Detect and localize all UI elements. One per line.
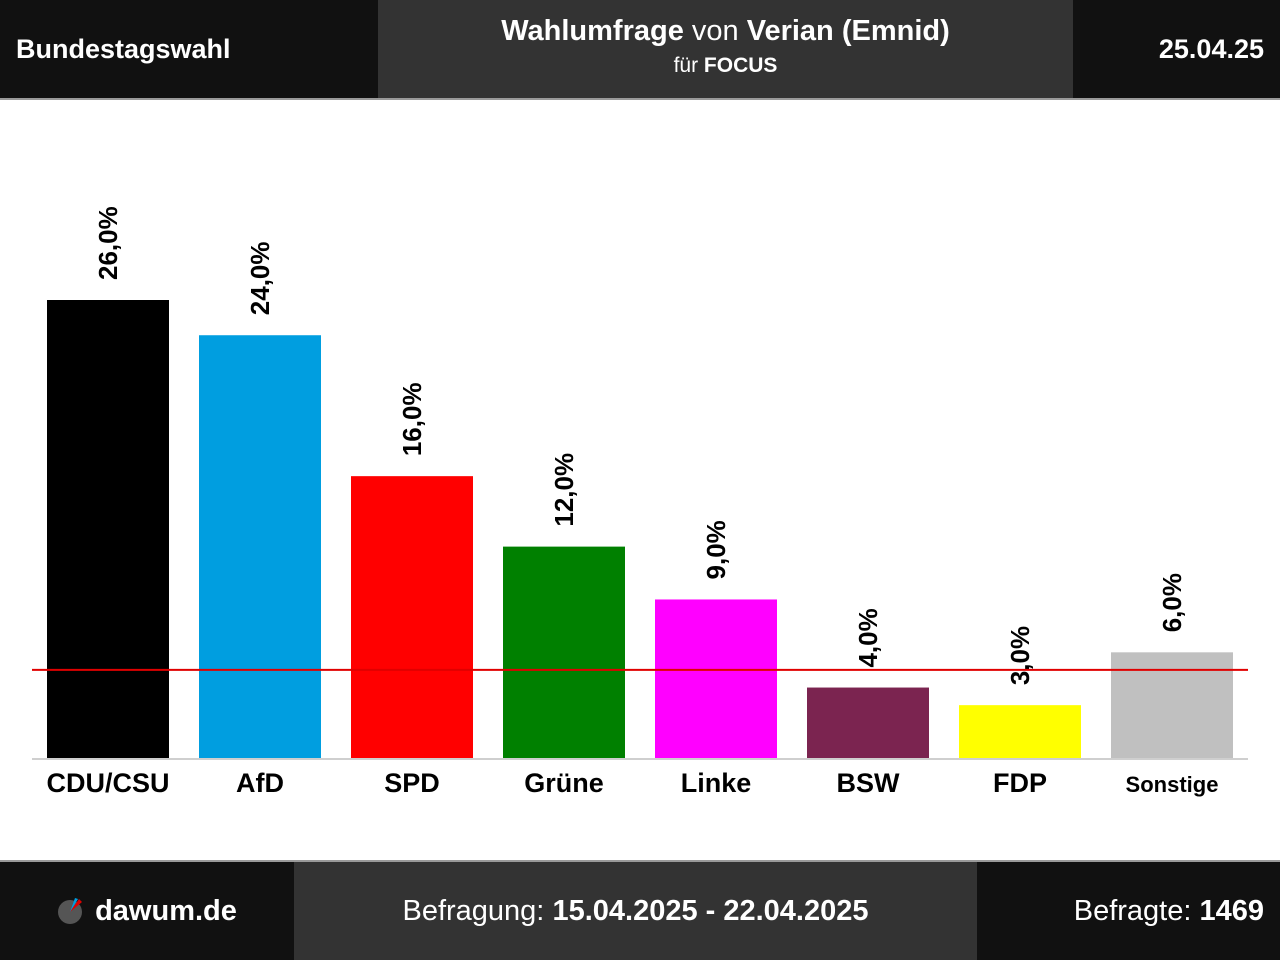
category-label-2: SPD [384,768,440,798]
value-label-6: 3,0% [1005,626,1035,685]
category-label-6: FDP [993,768,1047,798]
bar-2 [351,476,473,758]
bar-3 [503,546,625,758]
value-label-4: 9,0% [701,520,731,579]
survey-period-block: Befragung: 15.04.2025 - 22.04.2025 [294,862,977,960]
value-label-0: 26,0% [93,206,123,280]
bar-7 [1111,652,1233,758]
client-name: FOCUS [703,54,778,77]
poll-subtitle-prefix: für [673,54,704,77]
site-branding[interactable]: dawum.de [0,862,294,960]
category-label-5: BSW [837,768,901,798]
value-label-2: 16,0% [397,382,427,456]
poll-title-connector: von [683,15,747,47]
poll-title-bold: Wahlumfrage [501,15,684,47]
value-label-5: 4,0% [853,608,883,667]
chart-area: 26,0% CDU/CSU 24,0% AfD 16,0% SPD 12,0% Grüne 9,… [0,100,1280,860]
category-label-4: Linke [681,768,752,798]
bar-5 [807,687,929,758]
bar-1 [199,335,321,758]
poll-title: Wahlumfrage von Verian (Emnid) [378,15,1073,48]
publish-date: 25.04.25 [1073,0,1280,98]
respondents-value: 1469 [1199,894,1264,927]
respondents-label: Befragte: [1073,894,1200,927]
category-label-7: Sonstige [1126,772,1219,797]
header-bar: Bundestagswahl Wahlumfrage von Verian (E… [0,0,1280,100]
election-name: Bundestagswahl [0,0,378,98]
respondents-block: Befragte: 1469 [977,862,1280,960]
bar-6 [959,705,1081,758]
footer-bar: dawum.de Befragung: 15.04.2025 - 22.04.2… [0,860,1280,960]
value-label-1: 24,0% [245,241,275,315]
category-label-1: AfD [236,768,284,798]
survey-period-value: 15.04.2025 - 22.04.2025 [552,894,869,927]
category-label-3: Grüne [524,768,604,798]
value-label-7: 6,0% [1157,573,1187,632]
bar-0 [47,300,169,758]
dawum-logo-icon [58,898,83,924]
site-name: dawum.de [95,894,237,927]
category-label-0: CDU/CSU [46,768,169,798]
survey-period-label: Befragung: [402,894,553,927]
pollster-name: Verian (Emnid) [746,15,950,47]
bar-4 [655,599,777,758]
bar-chart: 26,0% CDU/CSU 24,0% AfD 16,0% SPD 12,0% Grüne 9,… [32,206,1248,798]
value-label-3: 12,0% [549,453,579,527]
poll-title-block: Wahlumfrage von Verian (Emnid) für FOCUS [378,0,1073,98]
poll-subtitle: für FOCUS [378,54,1073,78]
